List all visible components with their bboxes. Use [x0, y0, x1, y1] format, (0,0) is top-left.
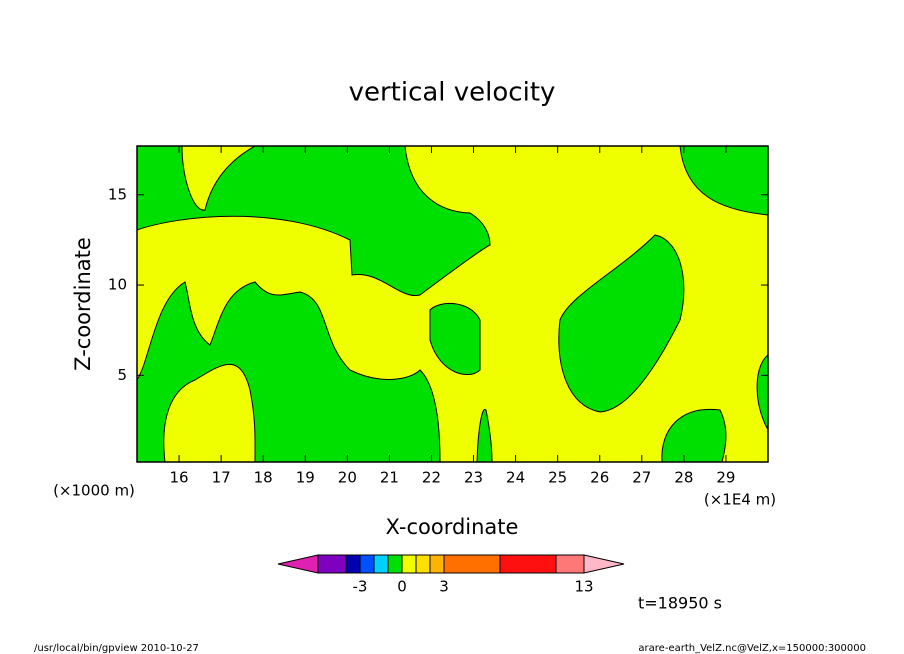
positive-region: [163, 363, 256, 463]
plot-frame: [136, 145, 769, 463]
x-unit-right: (×1E4 m): [704, 491, 776, 509]
colorbar-box: [359, 554, 375, 574]
negative-region: [136, 145, 491, 297]
colorbar-box: [415, 554, 431, 574]
y-tick-label: 15: [108, 185, 127, 203]
colorbar-box: [555, 554, 585, 574]
colorbar-box: [345, 554, 361, 574]
colorbar-box: [373, 554, 389, 574]
x-tick-label: 19: [296, 469, 315, 487]
colorbar-box: [443, 554, 501, 574]
time-label: t=18950 s: [638, 594, 722, 613]
y-tick-label: 5: [117, 366, 127, 384]
colorbar-under: [277, 554, 319, 574]
colorbar-box: [401, 554, 417, 574]
contour-field: [136, 145, 769, 463]
y-axis-label: Z-coordinate: [71, 237, 95, 371]
x-tick-label: 21: [380, 469, 399, 487]
colorbar-tick-label: 3: [439, 578, 449, 596]
x-tick-label: 23: [464, 469, 483, 487]
negative-region: [476, 408, 493, 463]
colorbar-tick-label: -3: [353, 578, 368, 596]
colorbar-tick-label: 13: [574, 578, 593, 596]
x-unit-left: (×1000 m): [53, 482, 135, 500]
x-tick-label: 27: [632, 469, 651, 487]
x-tick-label: 29: [716, 469, 735, 487]
negative-region: [558, 234, 685, 413]
x-tick-label: 25: [548, 469, 567, 487]
x-tick-label: 26: [590, 469, 609, 487]
y-tick-label: 10: [108, 276, 127, 294]
x-tick-label: 28: [674, 469, 693, 487]
footer-left: /usr/local/bin/gpview 2010-10-27: [34, 643, 199, 654]
colorbar-tick-label: 0: [397, 578, 407, 596]
footer-right: arare-earth_VelZ.nc@VelZ,x=150000:300000: [638, 643, 866, 654]
x-tick-label: 20: [338, 469, 357, 487]
x-tick-label: 17: [212, 469, 231, 487]
colorbar-box: [317, 554, 347, 574]
x-axis-label: X-coordinate: [386, 515, 519, 539]
negative-region: [661, 408, 727, 463]
colorbar-over: [583, 554, 625, 574]
x-tick-label: 16: [170, 469, 189, 487]
x-tick-label: 18: [254, 469, 273, 487]
colorbar-box: [499, 554, 557, 574]
colorbar-box: [429, 554, 445, 574]
negative-region: [429, 302, 481, 375]
x-tick-label: 24: [506, 469, 525, 487]
chart-title: vertical velocity: [349, 78, 556, 108]
colorbar-box: [387, 554, 403, 574]
x-tick-label: 22: [422, 469, 441, 487]
